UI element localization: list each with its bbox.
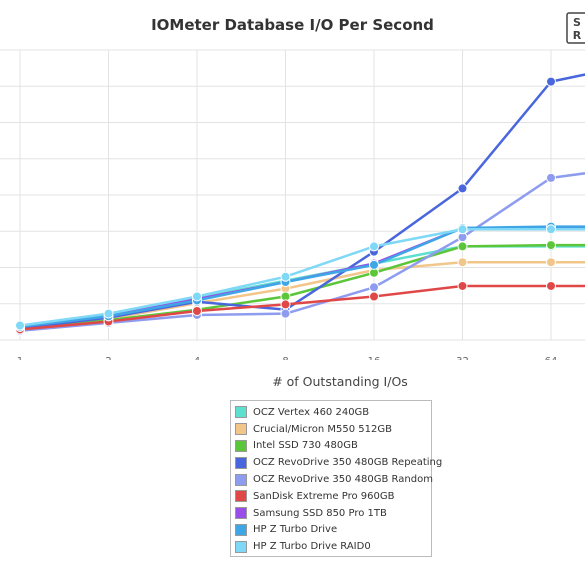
x-tick-label: 1 [17,356,23,360]
data-point [192,306,202,316]
legend-item: HP Z Turbo Drive [235,522,427,539]
legend-swatch [235,456,247,469]
data-point [280,271,291,282]
data-point [369,282,379,293]
data-point [546,224,556,235]
data-point [457,257,468,268]
legend-item: OCZ Vertex 460 240GB [235,404,427,421]
data-point [457,280,468,291]
legend-label: OCZ RevoDrive 350 480GB Repeating [253,457,443,469]
legend-label: Intel SSD 730 480GB [253,440,358,452]
legend-label: OCZ RevoDrive 350 480GB Random [253,474,433,486]
series-line [18,172,585,333]
legend-item: Samsung SSD 850 Pro 1TB [235,505,427,522]
data-point [369,241,379,252]
x-tick-label: 64 [545,356,558,360]
legend-label: OCZ Vertex 460 240GB [253,406,370,418]
legend-swatch [235,439,247,452]
legend-swatch [235,523,247,536]
site-logo-icon: S R [566,12,585,44]
data-point [369,259,379,270]
legend-item: OCZ RevoDrive 350 480GB Repeating [235,454,442,471]
series-line [18,243,585,331]
x-tick-label: 32 [456,356,469,360]
legend-item: SanDisk Extreme Pro 960GB [235,488,427,505]
legend-label: Samsung SSD 850 Pro 1TB [253,507,387,519]
legend-item: Intel SSD 730 480GB [235,438,427,455]
data-point [546,280,556,291]
data-point [369,291,379,302]
legend-label: Crucial/Micron M550 512GB [253,423,393,435]
data-point [192,291,202,302]
svg-text:S: S [573,16,581,29]
x-tick-label: 16 [368,356,381,360]
data-point [457,241,468,252]
x-axis-label: # of Outstanding I/Os [272,374,408,389]
series-line [18,228,585,327]
x-tick-label: 8 [282,356,288,360]
legend-swatch [235,406,247,419]
legend-swatch [235,423,247,436]
data-point [280,299,291,310]
chart-title: IOMeter Database I/O Per Second [151,16,434,34]
svg-text:R: R [573,29,582,42]
legend-swatch [235,490,247,503]
data-point [546,257,556,268]
legend-swatch [235,507,247,520]
series-line [18,284,585,331]
legend-item: OCZ RevoDrive 350 480GB Random [235,471,433,488]
series-line [18,73,585,330]
legend-item: Crucial/Micron M550 512GB [235,421,427,438]
data-point [280,308,291,319]
data-point [457,183,468,194]
legend-label: SanDisk Extreme Pro 960GB [253,490,395,502]
data-point [103,308,114,319]
x-tick-label: 2 [105,356,111,360]
data-point [546,76,556,87]
legend: OCZ Vertex 460 240GB Crucial/Micron M550 … [230,400,442,557]
series-line [18,225,585,329]
data-point [546,172,556,183]
plot-area: 1248163264128 [0,49,585,360]
legend-swatch [235,540,247,553]
legend-swatch [235,473,247,486]
data-point [546,240,556,251]
legend-item: HP Z Turbo Drive RAID0 [235,538,427,555]
legend-label: HP Z Turbo Drive [253,524,338,536]
x-tick-label: 4 [194,356,200,360]
data-point [457,224,468,235]
data-point [15,320,25,331]
legend-label: HP Z Turbo Drive RAID0 [253,541,371,553]
